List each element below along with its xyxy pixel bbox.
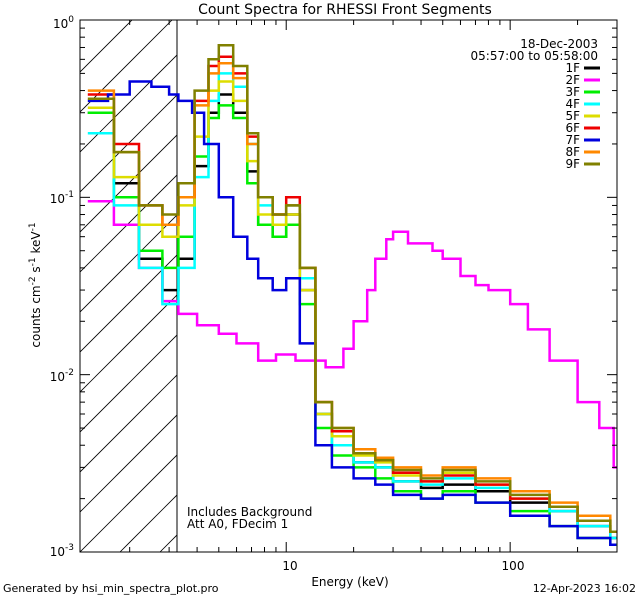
series-1F-line — [87, 93, 617, 540]
series-layer — [87, 44, 617, 546]
legend-label-8F: 8F — [565, 145, 580, 159]
hatch-line — [80, 20, 133, 73]
plot-frame — [79, 19, 618, 553]
legend-label-2F: 2F — [565, 73, 580, 87]
annotation-background: Includes Background — [187, 505, 312, 519]
hatch-line — [320, 0, 640, 552]
legend-label-4F: 4F — [565, 97, 580, 111]
legend-label-5F: 5F — [565, 109, 580, 123]
legend-label-7F: 7F — [565, 133, 580, 147]
series-3F-line — [87, 104, 617, 546]
x-axis-label: Energy (keV) — [311, 575, 388, 589]
y-axis-label: counts cm-2 s-1 keV-1 — [28, 222, 43, 347]
timestamp-label: 12-Apr-2023 16:02 — [532, 582, 636, 595]
excluded-region-hatch — [80, 0, 640, 552]
legend-label-6F: 6F — [565, 121, 580, 135]
x-tick-label-100: 100 — [502, 559, 525, 573]
hatch-line — [600, 0, 640, 552]
hatch-line — [80, 414, 177, 513]
date-label: 18-Dec-2003 — [520, 37, 598, 51]
series-2F-line — [87, 200, 617, 469]
series-6F-line — [87, 55, 617, 534]
hatch-line — [80, 454, 177, 552]
hatch-line — [119, 494, 177, 552]
hatch-line — [80, 134, 177, 233]
chart-title: Count Spectra for RHESSI Front Segments — [198, 2, 492, 18]
series-7F-line — [87, 80, 617, 546]
hatch-line — [520, 0, 640, 552]
hatch-line — [480, 0, 640, 552]
hatch-line — [80, 374, 177, 473]
annotation-attenuator: Att A0, FDecim 1 — [187, 517, 288, 531]
axis-ticks — [80, 19, 618, 553]
time-range-label: 05:57:00 to 05:58:00 — [471, 49, 598, 63]
legend-label-1F: 1F — [565, 61, 580, 75]
hatch-line — [80, 174, 177, 273]
hatch-line — [80, 94, 177, 193]
series-9F-line — [87, 44, 617, 534]
generated-by-label: Generated by hsi_min_spectra_plot.pro — [3, 582, 219, 595]
hatch-line — [80, 20, 173, 113]
y-tick-label-1e-1: 10-1 — [50, 190, 74, 206]
y-tick-label-1e0: 100 — [53, 15, 74, 31]
series-5F-line — [87, 80, 617, 534]
y-tick-label-1e-3: 10-3 — [50, 543, 74, 559]
y-tick-label-1e-2: 10-2 — [50, 368, 74, 384]
x-tick-label-10: 10 — [282, 559, 297, 573]
legend-label-9F: 9F — [565, 157, 580, 171]
series-8F-line — [87, 62, 617, 534]
hatch-line — [400, 0, 640, 552]
legend-label-3F: 3F — [565, 85, 580, 99]
